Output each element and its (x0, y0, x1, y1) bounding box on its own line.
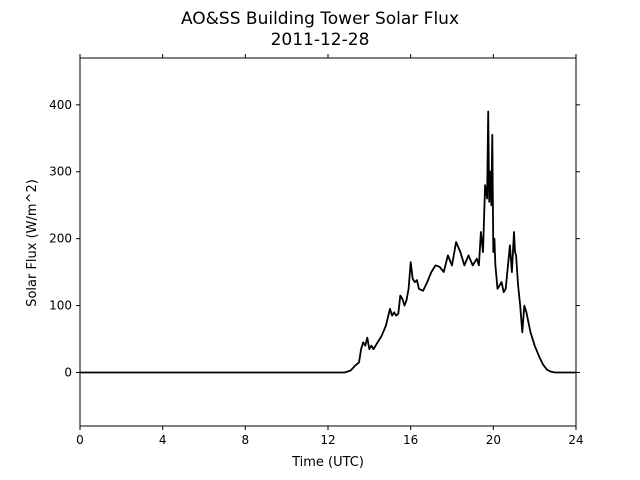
x-axis-label: Time (UTC) (291, 455, 364, 470)
x-tick-label: 12 (320, 433, 335, 447)
axes-frame (79, 57, 577, 427)
plot-area: 0 4 8 12 16 20 24 0 100 200 300 400 (49, 54, 584, 447)
x-tick-label: 16 (403, 433, 418, 447)
x-tick-label: 24 (568, 433, 583, 447)
y-tick-label: 100 (49, 299, 72, 313)
y-tick-label: 200 (49, 232, 72, 246)
x-tick-label: 20 (486, 433, 501, 447)
y-axis-label: Solar Flux (W/m^2) (25, 179, 40, 307)
y-tick-label: 400 (49, 98, 72, 112)
y-tick-label: 0 (64, 365, 72, 379)
x-tick-label: 4 (159, 433, 167, 447)
y-tick-label: 300 (49, 165, 72, 179)
chart-subtitle: 2011-12-28 (271, 30, 370, 50)
x-tick-label: 0 (76, 433, 84, 447)
series-line-0 (80, 110, 576, 374)
chart-title: AO&SS Building Tower Solar Flux (181, 9, 459, 29)
x-tick-label: 8 (242, 433, 250, 447)
